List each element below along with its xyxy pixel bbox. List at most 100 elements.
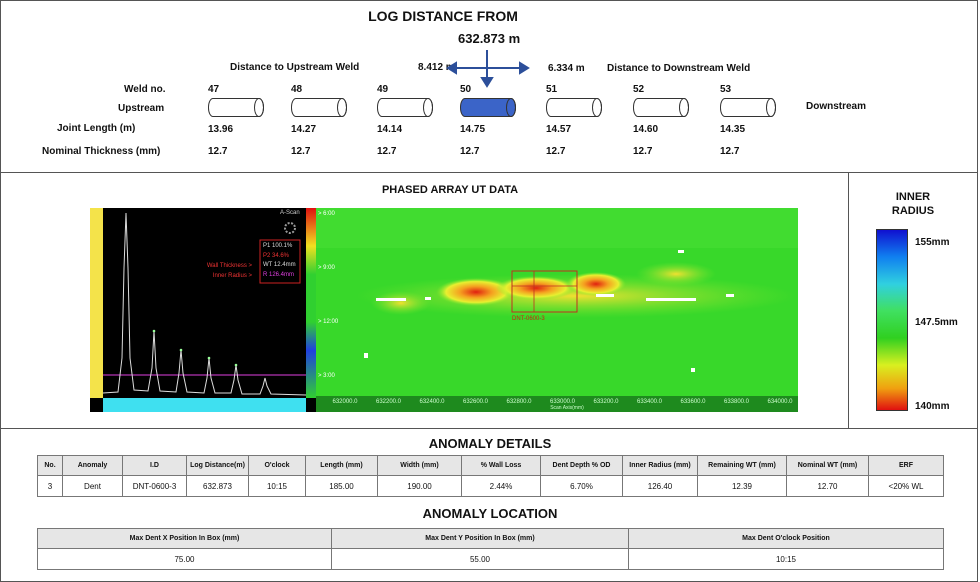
header-cell: Nominal WT (mm)	[786, 455, 869, 476]
divider	[848, 172, 849, 429]
clock-label: > 3:00	[318, 373, 335, 379]
header-cell: ERF	[868, 455, 944, 476]
row: 75.00 55.00 10:15	[37, 548, 944, 570]
cell: 2.44%	[461, 475, 541, 497]
scan-image	[306, 208, 798, 412]
log-distance: 632.873 m	[458, 31, 521, 46]
header-cell: Width (mm)	[377, 455, 462, 476]
header-row: Max Dent X Position In Box (mm) Max Dent …	[37, 528, 944, 549]
readout: P2 34.6%	[263, 252, 290, 259]
cell: Dent	[62, 475, 123, 497]
marker-label: Wall Thickness >	[206, 263, 252, 269]
pipe-joint	[720, 98, 776, 117]
upstream-label: Distance to Upstream Weld	[230, 62, 360, 73]
clock-label: > 12:00	[318, 319, 339, 325]
pipe-joint	[291, 98, 347, 117]
marker-label: Inner Radius >	[212, 273, 252, 279]
header-cell: I.D	[122, 455, 187, 476]
thickness: 12.7	[633, 146, 653, 157]
clock-label: > 9:00	[318, 265, 335, 271]
legend-colorbar	[876, 229, 908, 411]
ut-title: PHASED ARRAY UT DATA	[381, 184, 519, 196]
header-cell: Inner Radius (mm)	[622, 455, 698, 476]
pipe-joint	[377, 98, 433, 117]
joint-length: 14.35	[720, 124, 746, 135]
thickness: 12.7	[460, 146, 480, 157]
thickness: 12.7	[546, 146, 566, 157]
location-table: Max Dent X Position In Box (mm) Max Dent …	[37, 528, 944, 570]
x-tick-label: 632600.0	[462, 399, 489, 405]
thickness: 12.7	[377, 146, 397, 157]
cell: <20% WL	[868, 475, 944, 497]
header-cell: Max Dent Y Position In Box (mm)	[331, 528, 629, 549]
arrows	[446, 50, 530, 88]
header-cell: O'clock	[248, 455, 306, 476]
upstream-distance: 8.412 m	[418, 62, 455, 73]
header-cell: Log Distance(m)	[186, 455, 249, 476]
cell: 185.00	[305, 475, 378, 497]
cell: 10:15	[248, 475, 306, 497]
weld-no: 50	[460, 84, 472, 95]
header-cell: Dent Depth % OD	[540, 455, 623, 476]
weld-no: 48	[291, 84, 303, 95]
pipe-joint	[546, 98, 602, 117]
x-tick-label: 633000.0	[549, 399, 576, 405]
row-label: Weld no.	[124, 84, 166, 95]
cell: 190.00	[377, 475, 462, 497]
joint-length: 14.27	[291, 124, 317, 135]
joint-length: 14.14	[377, 124, 403, 135]
x-tick-label: 632400.0	[419, 399, 445, 405]
cell: 55.00	[331, 548, 629, 570]
weld-no: 49	[377, 84, 389, 95]
defect-label: DNT-0600-3	[512, 316, 545, 322]
header-cell: Max Dent X Position In Box (mm)	[37, 528, 332, 549]
x-axis-label: Scan Axis(mm)	[550, 405, 584, 411]
joint-length: 14.60	[633, 124, 659, 135]
x-tick-label: 633800.0	[723, 399, 750, 405]
cell: 75.00	[37, 548, 332, 570]
downstream-distance: 6.334 m	[548, 63, 585, 74]
pipe-joint	[208, 98, 264, 117]
cell: 10:15	[628, 548, 944, 570]
cell: 12.39	[697, 475, 787, 497]
row: 3 Dent DNT-0600-3 632.873 10:15 185.00 190.00 2…	[37, 475, 944, 497]
legend-label: 155mm	[915, 237, 950, 248]
a-scan-title: A-Scan	[280, 210, 300, 216]
downstream: Downstream	[806, 101, 867, 112]
x-tick-label: 632800.0	[506, 399, 532, 405]
header-cell: Anomaly	[62, 455, 123, 476]
weld-no: 51	[546, 84, 558, 95]
readout: WT 12.4mm	[263, 262, 296, 268]
row-label: Nominal Thickness (mm)	[42, 146, 161, 157]
header-row: No. Anomaly I.D Log Distance(m) O'clock Lengt…	[37, 455, 944, 476]
x-tick-label: 632200.0	[375, 399, 402, 405]
x-tick-label: 632000.0	[332, 399, 358, 405]
header-cell: Max Dent O'clock Position	[628, 528, 944, 549]
x-tick-label: 633400.0	[636, 399, 663, 405]
readout: P1 100.1%	[263, 243, 293, 249]
header-cell: No.	[37, 455, 63, 476]
details-title: ANOMALY DETAILS	[428, 436, 552, 451]
x-tick-label: 634000.0	[767, 399, 793, 405]
cell: 3	[37, 475, 63, 497]
x-tick-label: 633600.0	[680, 399, 706, 405]
weld-no: 53	[720, 84, 732, 95]
readout: R 126.4mm	[263, 271, 295, 278]
cell: 126.40	[622, 475, 698, 497]
title: LOG DISTANCE FROM	[368, 8, 518, 24]
clock-label: > 6:00	[318, 211, 335, 217]
cell: 6.70%	[540, 475, 623, 497]
weld-no: 52	[633, 84, 645, 95]
pipe-joint	[460, 98, 516, 117]
pipe-joint	[633, 98, 689, 117]
thickness: 12.7	[208, 146, 228, 157]
location-title: ANOMALY LOCATION	[422, 506, 558, 521]
cell: DNT-0600-3	[122, 475, 187, 497]
joint-length: 13.96	[208, 124, 234, 135]
joint-length: 14.57	[546, 124, 572, 135]
cell: 12.70	[786, 475, 869, 497]
header-cell: Remaining WT (mm)	[697, 455, 787, 476]
row-label: Upstream	[118, 103, 165, 114]
legend-label: 140mm	[915, 401, 950, 412]
